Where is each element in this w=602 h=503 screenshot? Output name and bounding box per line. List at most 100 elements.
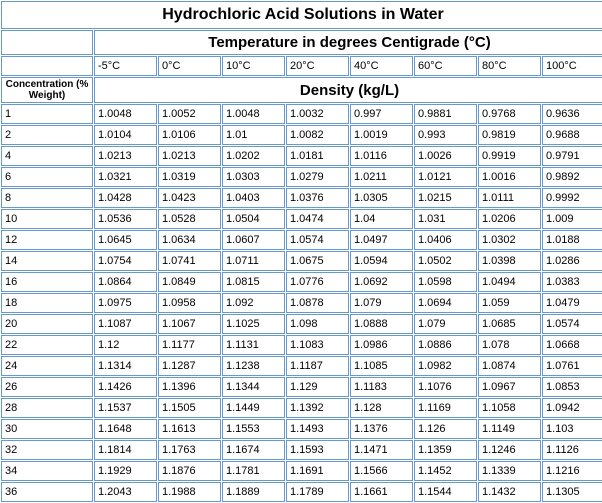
table-row: 41.02131.02131.02021.01811.01161.00260.9… [1, 146, 602, 166]
density-cell: 0.9791 [542, 146, 602, 166]
temperature-column-header: 20°C [286, 56, 349, 76]
density-cell: 1.0188 [542, 230, 602, 250]
density-cell: 1.0874 [478, 356, 541, 376]
density-cell: 1.1083 [286, 335, 349, 355]
density-cell: 0.9892 [542, 167, 602, 187]
density-cell: 1.059 [478, 293, 541, 313]
density-cell: 1.1339 [478, 461, 541, 481]
density-cell: 1.0574 [542, 314, 602, 334]
density-cell: 1.1216 [542, 461, 602, 481]
table-row: 101.05361.05281.05041.04741.041.0311.020… [1, 209, 602, 229]
density-cell: 1.1889 [222, 482, 285, 502]
density-cell: 1.1246 [478, 440, 541, 460]
density-cell: 1.1449 [222, 398, 285, 418]
temperature-column-header: 80°C [478, 56, 541, 76]
table-row: 61.03211.03191.03031.02791.02111.01211.0… [1, 167, 602, 187]
table-row: 321.18141.17631.16741.15931.14711.13591.… [1, 440, 602, 460]
density-cell: 1.0864 [94, 272, 157, 292]
density-cell: 1.0048 [94, 104, 157, 124]
table-row: 11.00481.00521.00481.00320.9970.98810.97… [1, 104, 602, 124]
blank-cell [1, 30, 93, 55]
density-cell: 1.1238 [222, 356, 285, 376]
density-cell: 1.0982 [414, 356, 477, 376]
density-cell: 1.1344 [222, 377, 285, 397]
density-cell: 1.0181 [286, 146, 349, 166]
density-cell: 1.0215 [414, 188, 477, 208]
density-cell: 1.0398 [478, 251, 541, 271]
density-cell: 1.0986 [350, 335, 413, 355]
concentration-cell: 22 [1, 335, 93, 355]
blank-cell [1, 56, 93, 76]
density-cell: 1.0016 [478, 167, 541, 187]
density-cell: 1.0111 [478, 188, 541, 208]
table-row: 241.13141.12871.12381.11871.10851.09821.… [1, 356, 602, 376]
density-cell: 1.1169 [414, 398, 477, 418]
density-cell: 1.0634 [158, 230, 221, 250]
density-cell: 1.0668 [542, 335, 602, 355]
density-cell: 1.1661 [350, 482, 413, 502]
density-cell: 1.1131 [222, 335, 285, 355]
density-cell: 1.0321 [94, 167, 157, 187]
density-cell: 1.1396 [158, 377, 221, 397]
density-cell: 1.0052 [158, 104, 221, 124]
density-cell: 1.1674 [222, 440, 285, 460]
concentration-cell: 30 [1, 419, 93, 439]
temperature-column-header: 60°C [414, 56, 477, 76]
temperature-column-header: 40°C [350, 56, 413, 76]
density-cell: 1.1493 [286, 419, 349, 439]
concentration-cell: 10 [1, 209, 93, 229]
density-cell: 1.031 [414, 209, 477, 229]
density-cell: 1.0878 [286, 293, 349, 313]
density-cell: 1.0888 [350, 314, 413, 334]
density-cell: 1.079 [350, 293, 413, 313]
density-cell: 1.0302 [478, 230, 541, 250]
density-cell: 1.0754 [94, 251, 157, 271]
density-cell: 1.12 [94, 335, 157, 355]
concentration-cell: 20 [1, 314, 93, 334]
density-cell: 1.1058 [478, 398, 541, 418]
concentration-cell: 8 [1, 188, 93, 208]
density-cell: 0.9688 [542, 125, 602, 145]
density-cell: 1.0305 [350, 188, 413, 208]
density-cell: 1.1305 [542, 482, 602, 502]
density-cell: 1.1359 [414, 440, 477, 460]
concentration-cell: 28 [1, 398, 93, 418]
density-cell: 0.9919 [478, 146, 541, 166]
density-cell: 1.0502 [414, 251, 477, 271]
density-cell: 1.1537 [94, 398, 157, 418]
density-cell: 1.2043 [94, 482, 157, 502]
table-row: 281.15371.15051.14491.13921.1281.11691.1… [1, 398, 602, 418]
density-cell: 1.1187 [286, 356, 349, 376]
density-cell: 1.0403 [222, 188, 285, 208]
density-cell: 1.1648 [94, 419, 157, 439]
table-row: 261.14261.13961.13441.1291.11831.10761.0… [1, 377, 602, 397]
table-row: 361.20431.19881.18891.17891.16611.15441.… [1, 482, 602, 502]
density-cell: 1.0423 [158, 188, 221, 208]
density-cell: 1.0106 [158, 125, 221, 145]
density-cell: 1.0202 [222, 146, 285, 166]
table-title: Hydrochloric Acid Solutions in Water [1, 1, 602, 29]
density-cell: 1.0213 [158, 146, 221, 166]
density-cell: 1.0761 [542, 356, 602, 376]
table-row: 181.09751.09581.0921.08781.0791.06941.05… [1, 293, 602, 313]
density-cell: 0.9768 [478, 104, 541, 124]
density-cell: 1.0598 [414, 272, 477, 292]
density-cell: 1.0319 [158, 167, 221, 187]
temperature-column-header: 0°C [158, 56, 221, 76]
concentration-cell: 16 [1, 272, 93, 292]
table-row: 221.121.11771.11311.10831.09861.08861.07… [1, 335, 602, 355]
density-cell: 1.0479 [542, 293, 602, 313]
density-cell: 1.1126 [542, 440, 602, 460]
density-cell: 1.0048 [222, 104, 285, 124]
concentration-cell: 36 [1, 482, 93, 502]
table-row: 201.10871.10671.10251.0981.08881.0791.06… [1, 314, 602, 334]
density-cell: 1.0032 [286, 104, 349, 124]
density-cell: 0.9636 [542, 104, 602, 124]
density-table: Hydrochloric Acid Solutions in Water Tem… [0, 0, 602, 503]
concentration-cell: 12 [1, 230, 93, 250]
density-cell: 1.1505 [158, 398, 221, 418]
density-cell: 1.0497 [350, 230, 413, 250]
density-cell: 1.0504 [222, 209, 285, 229]
density-cell: 1.01 [222, 125, 285, 145]
density-cell: 0.9881 [414, 104, 477, 124]
